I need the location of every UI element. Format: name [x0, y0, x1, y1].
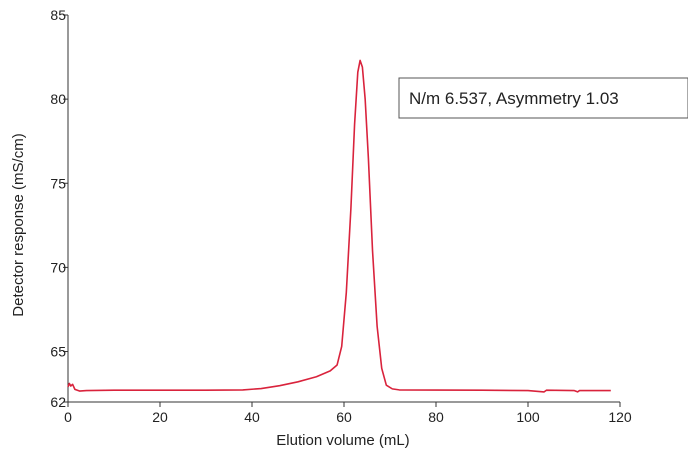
x-tick-label: 40	[244, 409, 260, 425]
y-tick-label: 85	[50, 7, 66, 23]
ticks: 0 20 40 60 80 100 120 62 65 70 75 80 85	[50, 7, 631, 425]
x-tick-label: 100	[516, 409, 540, 425]
y-tick-label: 80	[50, 91, 66, 107]
annotation-text: N/m 6.537, Asymmetry 1.03	[409, 89, 619, 108]
x-tick-label: 80	[428, 409, 444, 425]
axes	[67, 15, 620, 403]
x-tick-label: 0	[64, 409, 72, 425]
y-tick-label: 75	[50, 175, 66, 191]
x-axis-title: Elution volume (mL)	[276, 432, 409, 449]
y-tick-label: 70	[50, 259, 66, 275]
y-tick-label: 62	[50, 394, 66, 410]
y-axis-title: Detector response (mS/cm)	[10, 133, 27, 316]
y-tick-label: 65	[50, 344, 66, 360]
x-tick-label: 120	[608, 409, 632, 425]
series-line	[67, 59, 611, 393]
annotation-box: N/m 6.537, Asymmetry 1.03	[398, 77, 688, 119]
annotation-border	[398, 77, 688, 119]
series-layer	[67, 59, 611, 393]
x-tick-label: 60	[336, 409, 352, 425]
x-tick-label: 20	[152, 409, 168, 425]
